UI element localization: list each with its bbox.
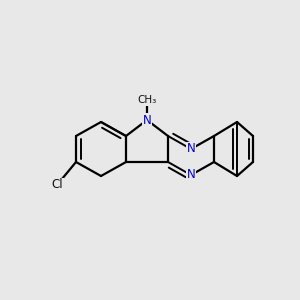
Text: CH₃: CH₃ xyxy=(137,95,157,105)
Text: N: N xyxy=(187,169,195,182)
Text: Cl: Cl xyxy=(51,178,63,191)
Text: N: N xyxy=(187,142,195,155)
Text: N: N xyxy=(142,113,152,127)
